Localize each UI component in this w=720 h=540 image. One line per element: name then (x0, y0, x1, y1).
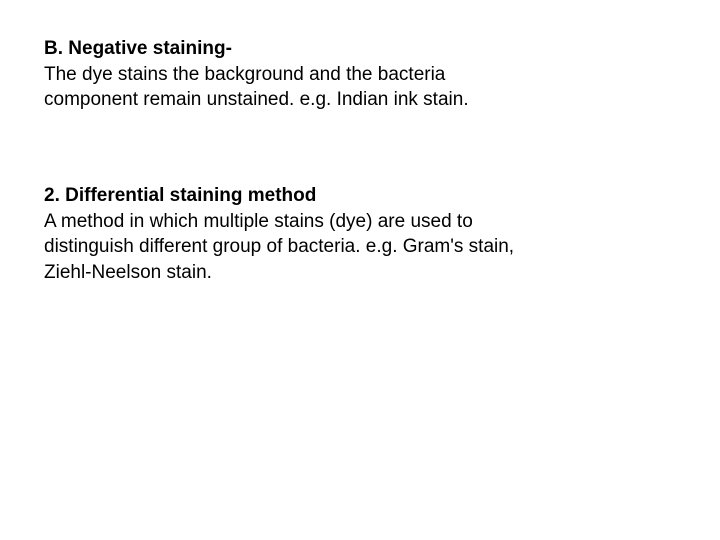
body-line: A method in which multiple stains (dye) … (44, 209, 676, 235)
heading-negative-staining: B. Negative staining- (44, 36, 676, 62)
body-line: Ziehl-Neelson stain. (44, 260, 676, 286)
body-line: distinguish different group of bacteria.… (44, 234, 676, 260)
heading-differential-staining: 2. Differential staining method (44, 183, 676, 209)
slide-content: B. Negative staining- The dye stains the… (0, 0, 720, 285)
section-spacer (44, 113, 676, 183)
section-differential-staining: 2. Differential staining method A method… (44, 183, 676, 286)
body-line: The dye stains the background and the ba… (44, 62, 676, 88)
section-negative-staining: B. Negative staining- The dye stains the… (44, 36, 676, 113)
body-line: component remain unstained. e.g. Indian … (44, 87, 676, 113)
